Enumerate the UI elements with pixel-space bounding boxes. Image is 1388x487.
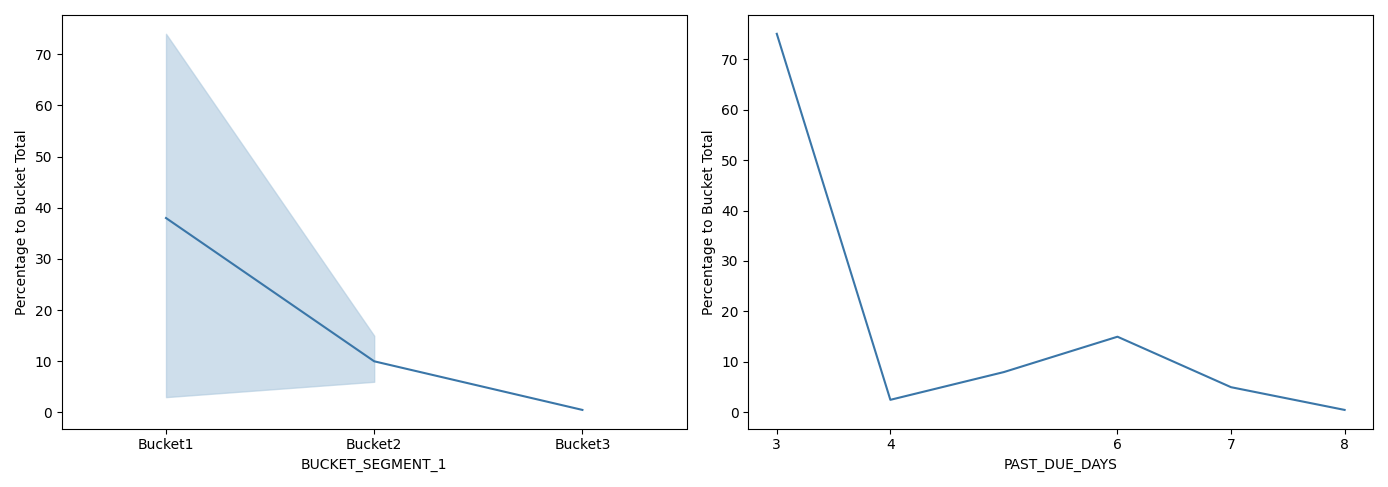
- X-axis label: BUCKET_SEGMENT_1: BUCKET_SEGMENT_1: [301, 458, 447, 472]
- X-axis label: PAST_DUE_DAYS: PAST_DUE_DAYS: [1004, 458, 1117, 472]
- Y-axis label: Percentage to Bucket Total: Percentage to Bucket Total: [15, 129, 29, 315]
- Y-axis label: Percentage to Bucket Total: Percentage to Bucket Total: [701, 129, 715, 315]
